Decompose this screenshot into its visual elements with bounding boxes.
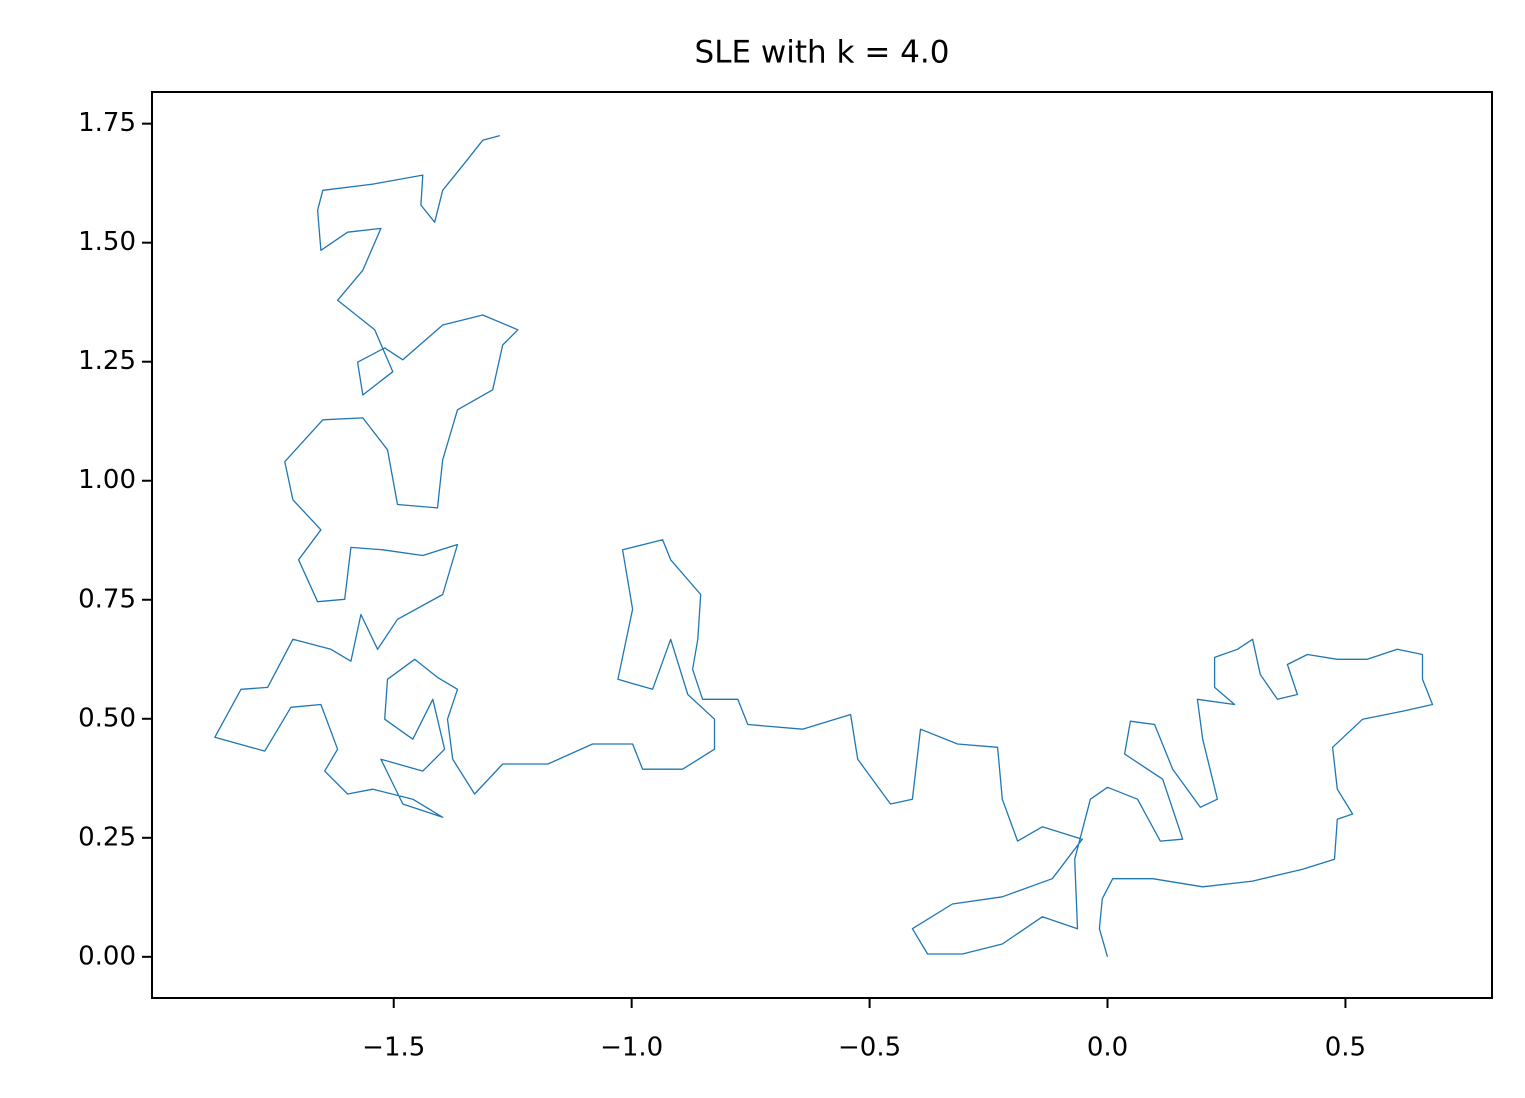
y-tick-label: 1.25 [78,346,136,376]
y-tick-label: 0.75 [78,584,136,614]
y-tick-label: 0.25 [78,822,136,852]
x-tick-label: −1.5 [362,1033,425,1063]
y-tick-label: 1.75 [78,108,136,138]
chart-title: SLE with k = 4.0 [695,35,950,71]
x-tick-label: −0.5 [838,1033,901,1063]
x-tick-label: 0.5 [1325,1033,1366,1063]
x-tick-label: −1.0 [600,1033,663,1063]
curve [214,134,1434,957]
y-tick-label: 0.50 [78,703,136,733]
y-tick-label: 1.00 [78,465,136,495]
y-tick-label: 0.00 [78,941,136,971]
y-tick-label: 1.50 [78,227,136,257]
axes-frame [151,91,1493,999]
x-tick-label: 0.0 [1087,1033,1128,1063]
